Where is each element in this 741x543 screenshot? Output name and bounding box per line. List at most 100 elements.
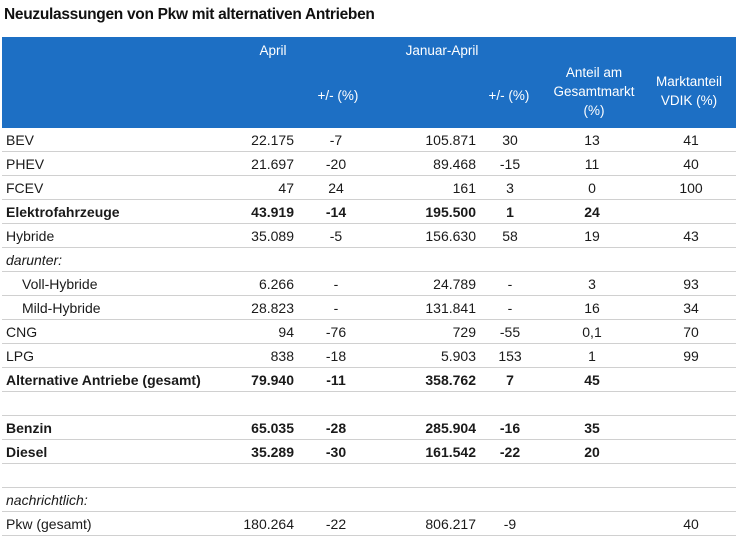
cell-share <box>538 247 646 272</box>
cell-april: 22.175 <box>238 128 298 152</box>
cell-april: 180.264 <box>238 511 298 536</box>
cell-change-jan-apr: 7 <box>482 367 538 392</box>
cell-share: 24 <box>538 199 646 224</box>
spacer-cell <box>646 463 736 488</box>
spacer-cell <box>374 463 482 488</box>
cell-change-april: -7 <box>298 128 374 152</box>
cell-change-jan-apr: - <box>482 295 538 320</box>
cell-change-april: -22 <box>298 511 374 536</box>
cell-jan-apr: 105.871 <box>374 128 482 152</box>
cell-jan-apr: 729 <box>374 319 482 344</box>
cell-change-april: -18 <box>298 343 374 368</box>
cell-share <box>538 511 646 536</box>
cell-label: Pkw (gesamt) <box>2 511 238 536</box>
table-row: LPG 838 -18 5.903 153 1 99 <box>2 343 736 368</box>
cell-label: darunter: <box>2 247 238 272</box>
cell-share <box>538 487 646 512</box>
cell-vdik: 40 <box>646 151 736 176</box>
cell-change-jan-apr: -22 <box>482 439 538 464</box>
cell-change-jan-apr: 30 <box>482 128 538 152</box>
spacer-row <box>2 391 736 416</box>
cell-label: Alternative Antriebe (gesamt) <box>2 367 238 392</box>
data-table: BEV 22.175 -7 105.871 30 13 41 PHEV 21.697 -20 89.… <box>2 128 736 536</box>
cell-april: 43.919 <box>238 199 298 224</box>
cell-vdik: 43 <box>646 223 736 248</box>
cell-change-april <box>298 487 374 512</box>
cell-change-april: 24 <box>298 175 374 200</box>
cell-label: Elektrofahrzeuge <box>2 199 238 224</box>
cell-vdik <box>646 439 736 464</box>
table-row: darunter: <box>2 247 736 272</box>
cell-april: 838 <box>238 343 298 368</box>
table-row: Elektrofahrzeuge 43.919 -14 195.500 1 24 <box>2 199 736 224</box>
cell-april <box>238 487 298 512</box>
header-change-april: +/- (%) <box>317 88 359 103</box>
cell-vdik <box>646 415 736 440</box>
cell-jan-apr <box>374 487 482 512</box>
cell-share: 0,1 <box>538 319 646 344</box>
cell-change-jan-apr: 1 <box>482 199 538 224</box>
cell-label: Benzin <box>2 415 238 440</box>
cell-share: 16 <box>538 295 646 320</box>
cell-label: nachrichtlich: <box>2 487 238 512</box>
cell-vdik: 41 <box>646 128 736 152</box>
spacer-cell <box>482 463 538 488</box>
cell-change-april: -76 <box>298 319 374 344</box>
cell-change-jan-apr: -15 <box>482 151 538 176</box>
cell-jan-apr: 5.903 <box>374 343 482 368</box>
cell-jan-apr: 156.630 <box>374 223 482 248</box>
cell-change-april: -14 <box>298 199 374 224</box>
table-row: Alternative Antriebe (gesamt) 79.940 -11 35… <box>2 367 736 392</box>
spacer-cell <box>538 463 646 488</box>
cell-label: LPG <box>2 343 238 368</box>
cell-change-jan-apr: -16 <box>482 415 538 440</box>
cell-share: 1 <box>538 343 646 368</box>
cell-change-april: - <box>298 295 374 320</box>
cell-vdik: 100 <box>646 175 736 200</box>
spacer-cell <box>2 391 238 416</box>
cell-april: 65.035 <box>238 415 298 440</box>
cell-jan-apr <box>374 247 482 272</box>
cell-jan-apr: 131.841 <box>374 295 482 320</box>
cell-label: CNG <box>2 319 238 344</box>
cell-share: 19 <box>538 223 646 248</box>
cell-label: Mild-Hybride <box>2 295 238 320</box>
header-vdik: Marktanteil VDIK (%) <box>655 74 723 108</box>
spacer-cell <box>538 391 646 416</box>
spacer-cell <box>482 391 538 416</box>
table-row: Voll-Hybride 6.266-24.789-3 93 <box>2 271 736 296</box>
cell-change-april: -28 <box>298 415 374 440</box>
table-row: Hybride 35.089 -5 156.630 58 19 43 <box>2 223 736 248</box>
header-april: April <box>259 43 287 58</box>
table-row: nachrichtlich: <box>2 487 736 512</box>
cell-share: 45 <box>538 367 646 392</box>
cell-april: 28.823 <box>238 295 298 320</box>
cell-share: 3 <box>538 271 646 296</box>
cell-vdik <box>646 247 736 272</box>
cell-vdik: 40 <box>646 511 736 536</box>
cell-april: 47 <box>238 175 298 200</box>
cell-share: 0 <box>538 175 646 200</box>
cell-change-jan-apr <box>482 487 538 512</box>
cell-change-april: -11 <box>298 367 374 392</box>
header-share: Anteil am Gesamtmarkt (%) <box>553 65 635 118</box>
cell-change-april: -5 <box>298 223 374 248</box>
cell-vdik: 93 <box>646 271 736 296</box>
page-title: Neuzulassungen von Pkw mit alternativen … <box>4 6 375 23</box>
spacer-cell <box>298 463 374 488</box>
cell-label: Voll-Hybride <box>2 271 238 296</box>
cell-change-jan-apr: -9 <box>482 511 538 536</box>
cell-change-jan-apr: 3 <box>482 175 538 200</box>
cell-share: 13 <box>538 128 646 152</box>
spacer-cell <box>646 391 736 416</box>
cell-vdik: 34 <box>646 295 736 320</box>
cell-april: 35.089 <box>238 223 298 248</box>
cell-change-april: - <box>298 271 374 296</box>
table-row: PHEV 21.697 -20 89.468 -15 11 40 <box>2 151 736 176</box>
cell-change-jan-apr: 153 <box>482 343 538 368</box>
spacer-cell <box>374 391 482 416</box>
cell-label: FCEV <box>2 175 238 200</box>
table-row: Diesel 35.289 -30 161.542 -22 20 <box>2 439 736 464</box>
spacer-cell <box>2 463 238 488</box>
table-row: Mild-Hybride 28.823-131.841-16 34 <box>2 295 736 320</box>
